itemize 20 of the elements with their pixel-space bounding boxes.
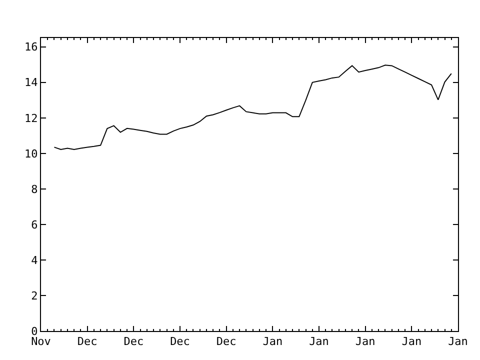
x-tick-label: Dec xyxy=(170,335,190,348)
x-tick-label: Jan xyxy=(448,335,468,348)
x-tick-label: Jan xyxy=(309,335,329,348)
y-tick-label: 0 xyxy=(31,324,38,338)
x-tick-label: Jan xyxy=(402,335,422,348)
y-tick-label: 16 xyxy=(24,40,38,54)
y-tick-label: 14 xyxy=(24,76,38,90)
y-tick-label: 8 xyxy=(31,182,38,196)
x-tick-label: Jan xyxy=(262,335,283,348)
x-tick-label: Dec xyxy=(216,335,236,348)
y-tick-label: 10 xyxy=(24,147,38,160)
line-series xyxy=(54,64,452,150)
y-tick-label: 2 xyxy=(31,289,38,302)
x-tick-label: Dec xyxy=(124,335,144,348)
y-tick-label: 4 xyxy=(31,254,38,267)
y-tick-label: 12 xyxy=(24,112,38,125)
x-tick-label: Dec xyxy=(77,335,98,348)
x-tick-label: Nov xyxy=(31,335,52,348)
x-tick-label: Jan xyxy=(355,335,376,348)
y-tick-label: 6 xyxy=(31,218,38,232)
